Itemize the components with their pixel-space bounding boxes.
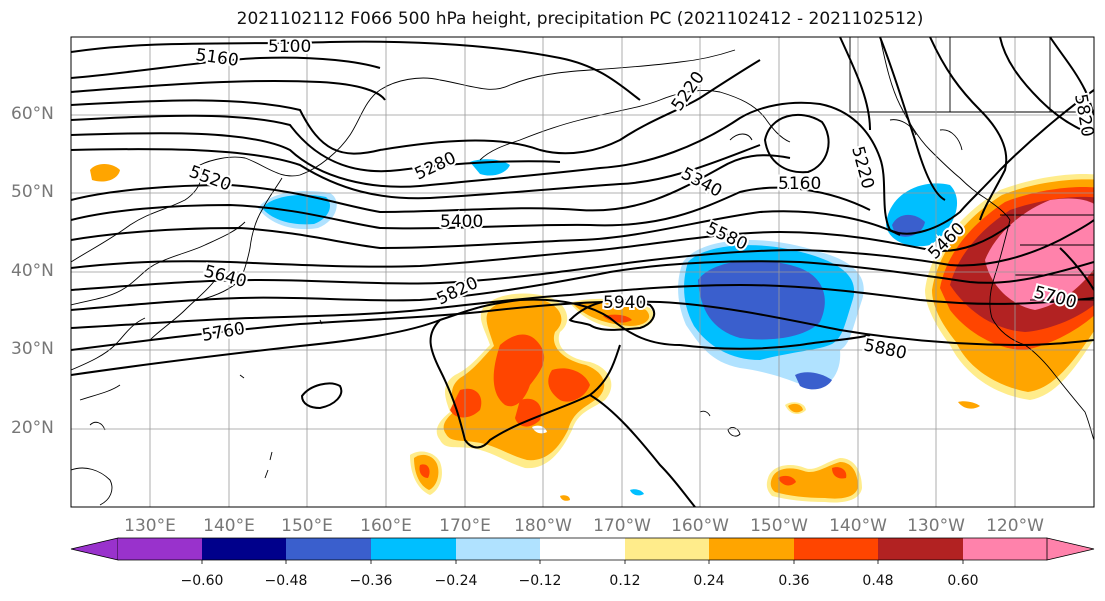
colorbar-bin-7 [625, 538, 709, 560]
map-frame [70, 36, 1095, 508]
colorbar-tick-7: 0.24 [693, 573, 725, 589]
lon-label-150w: 150°W [750, 516, 808, 536]
colorbar-tick-9: 0.48 [862, 573, 894, 589]
colorbar-bin-4 [371, 538, 456, 560]
lon-label-140w: 140°W [829, 516, 887, 536]
contour-label-3: 5220 [668, 68, 709, 115]
coastlines [71, 37, 1094, 506]
lon-label-180w: 180°W [514, 516, 572, 536]
lat-label-60n: 60°N [11, 104, 54, 124]
contour-label-1: 5100 [268, 37, 311, 57]
contour-label-5: 5280 [412, 148, 460, 184]
lon-label-140e: 140°E [203, 516, 255, 536]
colorbar-tick-3: −0.36 [349, 573, 393, 589]
lon-label-170e: 170°E [439, 516, 491, 536]
colorbar-min-extend [70, 537, 119, 561]
lat-label-20n: 20°N [11, 418, 54, 438]
colorbar-bin-5 [456, 538, 540, 560]
lon-label-120w: 120°W [986, 516, 1044, 536]
contour-label-6: 5520 [186, 162, 233, 196]
colorbar-tick-5: −0.12 [518, 573, 562, 589]
colorbar-bin-9 [794, 538, 878, 560]
contour-label-15: 5940 [603, 293, 646, 313]
colorbar-bin-10 [878, 538, 963, 560]
lat-label-50n: 50°N [11, 182, 54, 202]
colorbar-bin-8 [709, 538, 794, 560]
lon-label-130w: 130°W [907, 516, 965, 536]
height-contours [71, 37, 1094, 507]
contour-label-11: 5220 [847, 144, 878, 191]
colorbar-bin-3 [286, 538, 371, 560]
colorbar-bin-2 [202, 538, 286, 560]
lon-label-130e: 130°E [124, 516, 176, 536]
contour-label-8: 5400 [440, 212, 483, 232]
colorbar-bin-1 [118, 538, 202, 560]
lon-label-160w: 160°W [671, 516, 729, 536]
colorbar-bin-6 [540, 538, 625, 560]
lat-label-40n: 40°N [11, 261, 54, 281]
negative-anomaly-gulf-of-alaska [886, 183, 958, 247]
graticule [71, 37, 1094, 507]
colorbar-tick-6: 0.12 [609, 573, 641, 589]
map-title: 2021102112 F066 500 hPa height, precipit… [236, 9, 924, 29]
contour-label-10: 5160 [778, 174, 821, 194]
colorbar-tick-2: −0.48 [264, 573, 308, 589]
lon-label-170w: 170°W [593, 516, 651, 536]
contour-label-16: 5760 [200, 319, 246, 346]
negative-anomaly-central-pacific [678, 239, 864, 415]
positive-anomaly-central-pacific [410, 293, 654, 495]
positive-anomaly-south [90, 164, 980, 503]
colorbar [70, 537, 1095, 564]
contour-label-4: 5820 [1070, 92, 1097, 138]
lon-label-160e: 160°E [360, 516, 412, 536]
negative-anomaly-japan [258, 190, 337, 230]
colorbar-tick-8: 0.36 [778, 573, 810, 589]
colorbar-bin-11 [963, 538, 1047, 560]
lat-label-30n: 30°N [11, 339, 54, 359]
contour-label-2: 5160 [194, 45, 240, 71]
lon-label-150e: 150°E [281, 516, 333, 536]
colorbar-tick-10: 0.60 [947, 573, 979, 589]
colorbar-tick-4: −0.24 [434, 573, 478, 589]
colorbar-tick-1: −0.60 [180, 573, 224, 589]
contour-label-17: 5880 [862, 335, 908, 364]
colorbar-max-extend [1046, 537, 1095, 561]
